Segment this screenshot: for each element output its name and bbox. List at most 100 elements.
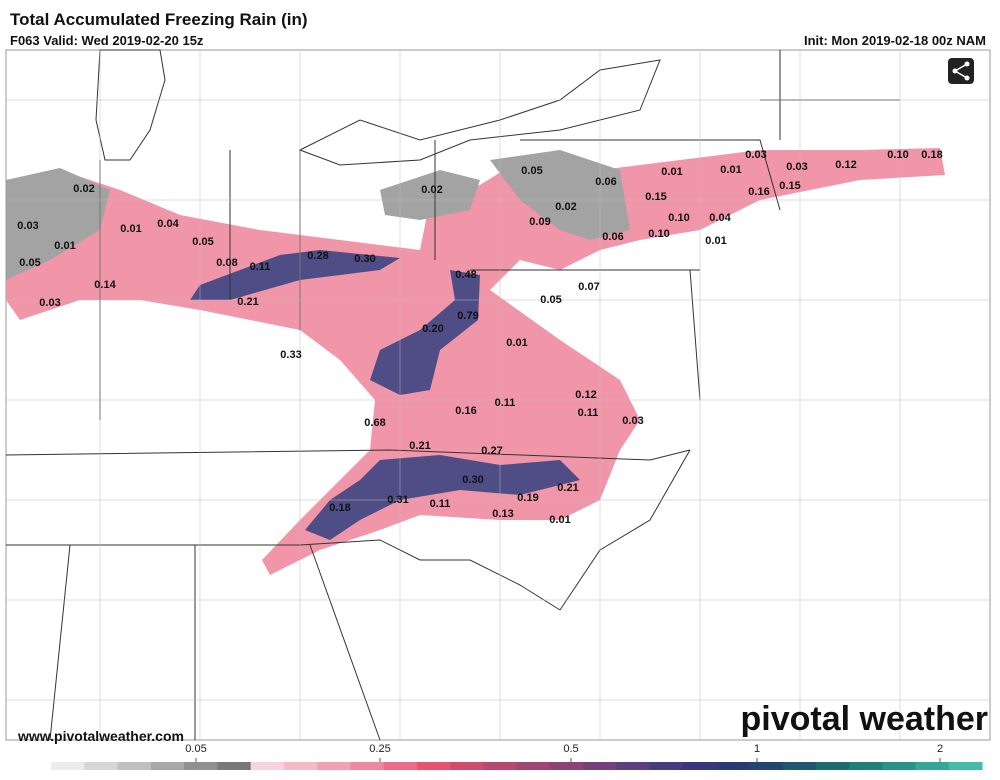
colorbar-tick-label: 2 — [937, 743, 943, 755]
colorbar-swatch — [682, 762, 717, 770]
value-label: 0.08 — [216, 257, 237, 269]
colorbar-swatch — [450, 762, 484, 770]
init-time: Init: Mon 2019-02-18 00z NAM — [804, 33, 986, 48]
value-label: 0.06 — [595, 176, 616, 188]
value-label: 0.11 — [495, 397, 516, 409]
colorbar: 0.05 0.25 0.5 1 2 — [18, 743, 983, 770]
colorbar-swatch — [849, 762, 883, 770]
value-label: 0.10 — [668, 212, 689, 224]
value-label: 0.20 — [422, 323, 443, 335]
value-label: 0.48 — [455, 269, 476, 281]
colorbar-swatch — [283, 762, 318, 770]
county-lines — [6, 50, 990, 740]
value-label: 0.10 — [887, 149, 908, 161]
value-label: 0.04 — [157, 218, 179, 230]
colorbar-swatch — [549, 762, 584, 770]
value-label: 0.15 — [645, 191, 666, 203]
value-label: 0.03 — [622, 415, 643, 427]
colorbar-swatch — [383, 762, 418, 770]
value-label: 0.01 — [705, 235, 726, 247]
value-label: 0.01 — [506, 337, 527, 349]
value-label: 0.05 — [19, 257, 40, 269]
value-label: 0.79 — [457, 310, 478, 322]
colorbar-swatch — [117, 762, 152, 770]
colorbar-swatch — [150, 762, 185, 770]
colorbar-swatch — [51, 762, 85, 770]
share-button[interactable] — [948, 58, 974, 84]
value-label: 0.18 — [329, 502, 350, 514]
value-label: 0.30 — [462, 474, 483, 486]
colorbar-tick-label: 0.5 — [563, 743, 578, 755]
colorbar-swatch — [217, 762, 252, 770]
value-label: 0.21 — [409, 440, 430, 452]
website: www.pivotalweather.com — [17, 728, 184, 744]
value-label: 0.03 — [39, 297, 60, 309]
value-label: 0.09 — [529, 216, 550, 228]
value-label: 0.11 — [250, 261, 271, 273]
value-label: 0.04 — [709, 212, 731, 224]
colorbar-tick-label: 0.25 — [369, 743, 390, 755]
value-label: 0.02 — [421, 184, 442, 196]
colorbar-swatch — [948, 762, 983, 770]
value-label: 0.02 — [73, 183, 94, 195]
value-label: 0.01 — [120, 223, 141, 235]
value-label: 0.31 — [387, 494, 408, 506]
value-label: 0.33 — [280, 349, 301, 361]
precip-navy — [190, 250, 580, 540]
colorbar-tick-label: 1 — [754, 743, 760, 755]
title: Total Accumulated Freezing Rain (in) — [10, 10, 308, 29]
valid-time: F063 Valid: Wed 2019-02-20 15z — [10, 33, 204, 48]
value-label: 0.13 — [492, 508, 513, 520]
colorbar-tick-label: 0.05 — [185, 743, 206, 755]
value-label: 0.16 — [455, 405, 476, 417]
value-label: 0.16 — [748, 186, 769, 198]
value-label: 0.21 — [557, 482, 578, 494]
share-bg[interactable] — [948, 58, 974, 84]
colorbar-swatch — [516, 762, 551, 770]
value-label: 0.19 — [517, 492, 538, 504]
value-label: 0.06 — [602, 231, 623, 243]
colorbar-swatch — [882, 762, 917, 770]
value-label: 0.01 — [720, 164, 741, 176]
colorbar-swatch — [782, 762, 817, 770]
value-label: 0.01 — [549, 514, 570, 526]
colorbar-swatch — [815, 762, 850, 770]
value-label: 0.68 — [364, 417, 385, 429]
colorbar-swatch — [749, 762, 784, 770]
value-label: 0.11 — [430, 498, 451, 510]
colorbar-swatch — [317, 762, 351, 770]
value-label: 0.11 — [578, 407, 599, 419]
value-label: 0.03 — [745, 149, 766, 161]
value-label: 0.05 — [192, 236, 213, 248]
colorbar-swatch — [483, 762, 518, 770]
colorbar-swatch — [416, 762, 451, 770]
lake-michigan — [95, 49, 166, 161]
brand: pivotal weather — [740, 700, 988, 738]
colorbar-swatch — [18, 762, 52, 770]
colorbar-swatch — [716, 762, 750, 770]
colorbar-swatch — [649, 762, 684, 770]
value-label: 0.03 — [786, 161, 807, 173]
value-label: 0.10 — [648, 228, 669, 240]
value-label: 0.02 — [555, 201, 576, 213]
value-label: 0.12 — [835, 159, 856, 171]
precip-gray — [6, 150, 630, 280]
lakes — [298, 59, 661, 166]
colorbar-swatch — [583, 762, 617, 770]
value-labels: 0.020.030.010.050.030.140.01 0.040.050.08… — [17, 149, 942, 526]
colorbar-swatch — [250, 762, 285, 770]
value-label: 0.18 — [921, 149, 942, 161]
value-label: 0.03 — [17, 220, 38, 232]
value-label: 0.01 — [54, 240, 75, 252]
colorbar-swatch — [184, 762, 218, 770]
value-label: 0.05 — [540, 294, 561, 306]
colorbar-swatch — [616, 762, 651, 770]
value-label: 0.27 — [481, 445, 502, 457]
value-label: 0.28 — [307, 250, 328, 262]
value-label: 0.30 — [354, 253, 375, 265]
value-label: 0.21 — [237, 296, 258, 308]
colorbar-swatch — [915, 762, 950, 770]
value-label: 0.14 — [94, 279, 116, 291]
value-label: 0.01 — [661, 166, 682, 178]
